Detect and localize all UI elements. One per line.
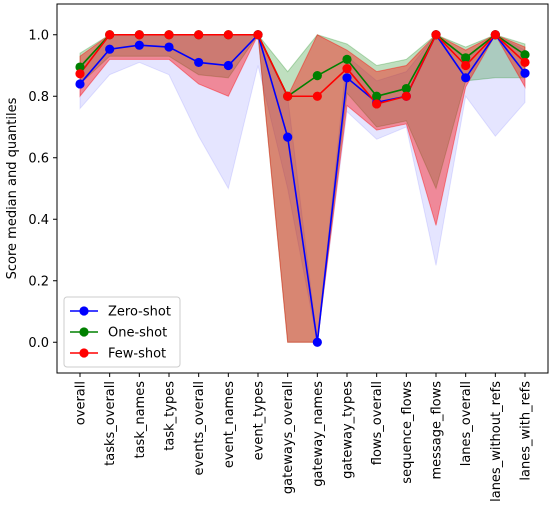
point-few-shot-event_names [223,30,233,40]
point-one-shot-gateway_names [312,71,322,81]
point-few-shot-overall [75,69,85,79]
point-few-shot-sequence_flows [401,91,411,101]
point-one-shot-sequence_flows [401,83,411,94]
x-tick-label: message_flows [430,381,445,480]
point-few-shot-message_flows [431,30,441,40]
point-zero-shot-gateway_types [342,73,352,83]
x-tick-label: lanes_without_refs [489,381,504,502]
point-zero-shot-task_names [134,40,144,50]
point-zero-shot-task_types [164,42,174,52]
point-zero-shot-events_overall [194,57,204,68]
x-tick-label: task_names [133,381,148,459]
x-tick-label: gateway_types [341,381,356,479]
point-few-shot-lanes_overall [461,60,471,71]
point-zero-shot-lanes_overall [461,73,471,83]
legend-label: Few-shot [108,347,166,362]
point-zero-shot-tasks_overall [105,44,115,54]
point-one-shot-flows_overall [372,91,382,101]
point-few-shot-tasks_overall [105,30,115,40]
legend-box [63,296,181,368]
point-one-shot-lanes_overall [461,53,471,63]
plot-frame [56,3,549,374]
point-one-shot-lanes_with_refs [520,50,530,60]
y-axis-title: Score median and quantiles [5,97,20,279]
y-tick-label: 0.2 [28,274,49,289]
x-tick-label: gateway_names [311,381,326,487]
x-tick-label: gateways_overall [281,381,296,494]
x-tick-label: event_names [222,381,237,468]
legend-label: One-shot [108,326,167,341]
point-few-shot-events_overall [194,30,204,40]
x-tick-label: flows_overall [370,381,385,465]
x-tick-label: event_types [252,381,267,461]
point-few-shot-event_types [253,30,263,40]
point-few-shot-gateway_names [312,91,322,101]
median-lines [79,33,526,343]
legend-marker [79,306,89,316]
x-axis: overall tasks_overall task_names task_types… [74,373,534,502]
point-zero-shot-gateways_overall [283,132,293,142]
legend-label: Zero-shot [108,305,171,320]
point-few-shot-task_names [134,30,144,40]
y-tick-label: 0.8 [28,90,49,105]
y-axis: 0.0 0.2 0.4 0.6 0.8 1.0 [28,28,57,351]
y-tick-label: 1.0 [28,28,49,43]
point-few-shot-lanes_with_refs [520,57,530,68]
y-tick-label: 0.0 [28,336,49,351]
point-few-shot-flows_overall [372,99,382,109]
point-zero-shot-gateway_names [312,337,322,347]
point-one-shot-gateway_types [342,54,352,64]
y-tick-label: 0.4 [28,213,49,228]
point-zero-shot-lanes_with_refs [520,68,530,78]
legend: Zero-shot One-shot Few-shot [63,296,181,368]
point-zero-shot-event_names [223,60,233,71]
quantile-bands [79,32,526,343]
y-tick-label: 0.6 [28,151,49,166]
x-tick-label: sequence_flows [400,381,415,484]
x-tick-label: lanes_with_refs [519,381,534,481]
point-few-shot-gateways_overall [283,91,293,101]
legend-marker [79,327,89,337]
median-markers [75,30,530,347]
x-tick-label: lanes_overall [459,381,474,466]
band-few-shot [79,32,526,343]
point-one-shot-overall [75,62,85,72]
point-zero-shot-overall [75,79,85,89]
point-few-shot-task_types [164,30,174,40]
x-tick-label: tasks_overall [103,381,118,466]
line-zero-shot [79,33,526,343]
x-tick-label: task_types [163,381,178,451]
point-few-shot-gateway_types [342,63,352,74]
legend-marker [79,348,89,358]
point-few-shot-lanes_without_refs [490,30,500,40]
x-tick-label: overall [74,381,89,425]
x-tick-label: events_overall [192,381,207,475]
line-few-shot [79,33,526,105]
